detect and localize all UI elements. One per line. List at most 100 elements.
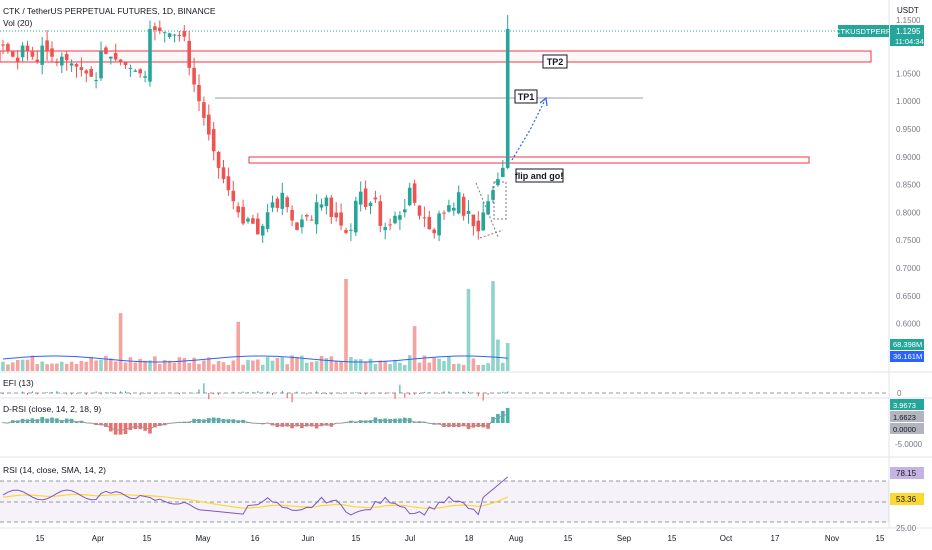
candle-body [305, 215, 309, 217]
candle-body [241, 206, 245, 224]
volume-bar [35, 364, 40, 371]
volume-bar [383, 361, 387, 371]
volume-bar [15, 360, 20, 371]
volume-bar [207, 357, 211, 371]
volume-bar [412, 326, 417, 371]
candle-body [182, 31, 187, 37]
volume-bar [216, 361, 221, 371]
volume-bar [158, 363, 162, 371]
candle-body [329, 197, 334, 217]
candle-body [109, 56, 113, 59]
last-price-badge: 1.1295 11:04:34 [890, 25, 924, 46]
tp2-label[interactable]: TP2 [542, 54, 568, 69]
volume-bar [334, 360, 338, 371]
volume-bar [40, 361, 44, 371]
candle-body [319, 204, 324, 208]
candle-body [40, 45, 44, 65]
volume-badge: 68.398M [890, 339, 924, 350]
volume-bar [324, 358, 329, 371]
candle-body [373, 197, 378, 200]
candle-body [177, 35, 182, 37]
candle-body [11, 51, 15, 57]
flip-label[interactable]: flip and go! [515, 168, 564, 183]
time-label: 18 [465, 534, 474, 543]
time-label: 15 [668, 534, 677, 543]
svg-text:0.0000: 0.0000 [893, 425, 916, 434]
efi-zero-tick: 0 [897, 389, 902, 398]
volume-bar [74, 363, 79, 371]
volume-bar [113, 361, 118, 371]
price-axis[interactable]: USDT 1.1500 1.0500 1.0000 0.9500 0.9000 0.85… [896, 6, 921, 329]
candle-body [456, 192, 461, 214]
candle-body [79, 67, 84, 71]
candle-body [104, 47, 108, 54]
volume-ma-badge: 36.161M [890, 351, 924, 362]
rsi-ma-line [2, 493, 508, 509]
drsi-bar [501, 411, 505, 423]
volume-bar [354, 359, 358, 371]
volume-bar [471, 358, 476, 371]
price-tick: 0.8500 [896, 181, 921, 190]
candle-body [358, 191, 363, 205]
volume-bar [447, 356, 451, 371]
volume-bar [177, 357, 182, 371]
volume-bar [89, 356, 93, 371]
time-label: Nov [825, 534, 839, 543]
volume-bar [30, 355, 35, 371]
volume-bar [128, 357, 133, 371]
candle-body [378, 201, 383, 226]
svg-text:11:04:34: 11:04:34 [895, 37, 924, 46]
efi-label: EFI (13) [3, 378, 34, 388]
rsi-value-badge: 78.15 [890, 467, 924, 479]
volume-bar [461, 364, 466, 371]
volume-bar [329, 356, 334, 371]
price-tick: 0.6500 [896, 292, 921, 301]
candle-body [167, 33, 172, 37]
drsi-bar [403, 417, 407, 423]
candle-body [221, 167, 226, 180]
candle-body [251, 218, 255, 224]
candle-body [349, 229, 353, 231]
volume-bar [280, 357, 285, 371]
candle-body [452, 207, 456, 211]
breakout-box [493, 181, 507, 220]
candle-body [432, 229, 436, 234]
volume-bar [319, 355, 324, 371]
volume-bar [123, 362, 128, 371]
candle-body [300, 219, 304, 228]
drsi-neg-tick: -5.0000 [895, 440, 923, 449]
candle-body [226, 176, 231, 191]
drsi-bar [496, 414, 500, 423]
candle-body [45, 40, 49, 52]
price-tick: 0.9000 [896, 153, 921, 162]
drsi-bar [143, 423, 147, 431]
volume-bar [295, 357, 299, 371]
price-tick: 1.0500 [896, 69, 921, 78]
candle-body [118, 59, 123, 63]
price-tick: 0.6000 [896, 320, 921, 329]
tp1-label[interactable]: TP1 [514, 89, 538, 104]
volume-bar [265, 357, 270, 371]
candle-body [6, 43, 10, 52]
projection-arrowhead [539, 96, 548, 107]
volume-bar [11, 362, 15, 371]
volume-bar [167, 360, 172, 371]
candle-body [197, 84, 201, 102]
volume-bar [339, 361, 343, 371]
volume-bar [456, 363, 461, 371]
volume-bar [270, 360, 275, 371]
time-axis[interactable]: 15 Apr 15 May 16 Jun 15 Jul 18 Aug 15 Sep 15 Oct 17 Nov… [36, 534, 885, 543]
candle-body [187, 40, 191, 68]
candle-body [407, 187, 412, 206]
candle-body [138, 69, 142, 74]
volume-bar [363, 361, 368, 371]
candle-body [280, 192, 285, 209]
volume-bar [491, 281, 495, 371]
drsi-bar [466, 423, 471, 430]
candle-body [388, 224, 392, 226]
candle-body [55, 62, 59, 64]
candle-body [285, 197, 289, 208]
candle-body [236, 206, 240, 213]
volume-bar [79, 360, 84, 371]
